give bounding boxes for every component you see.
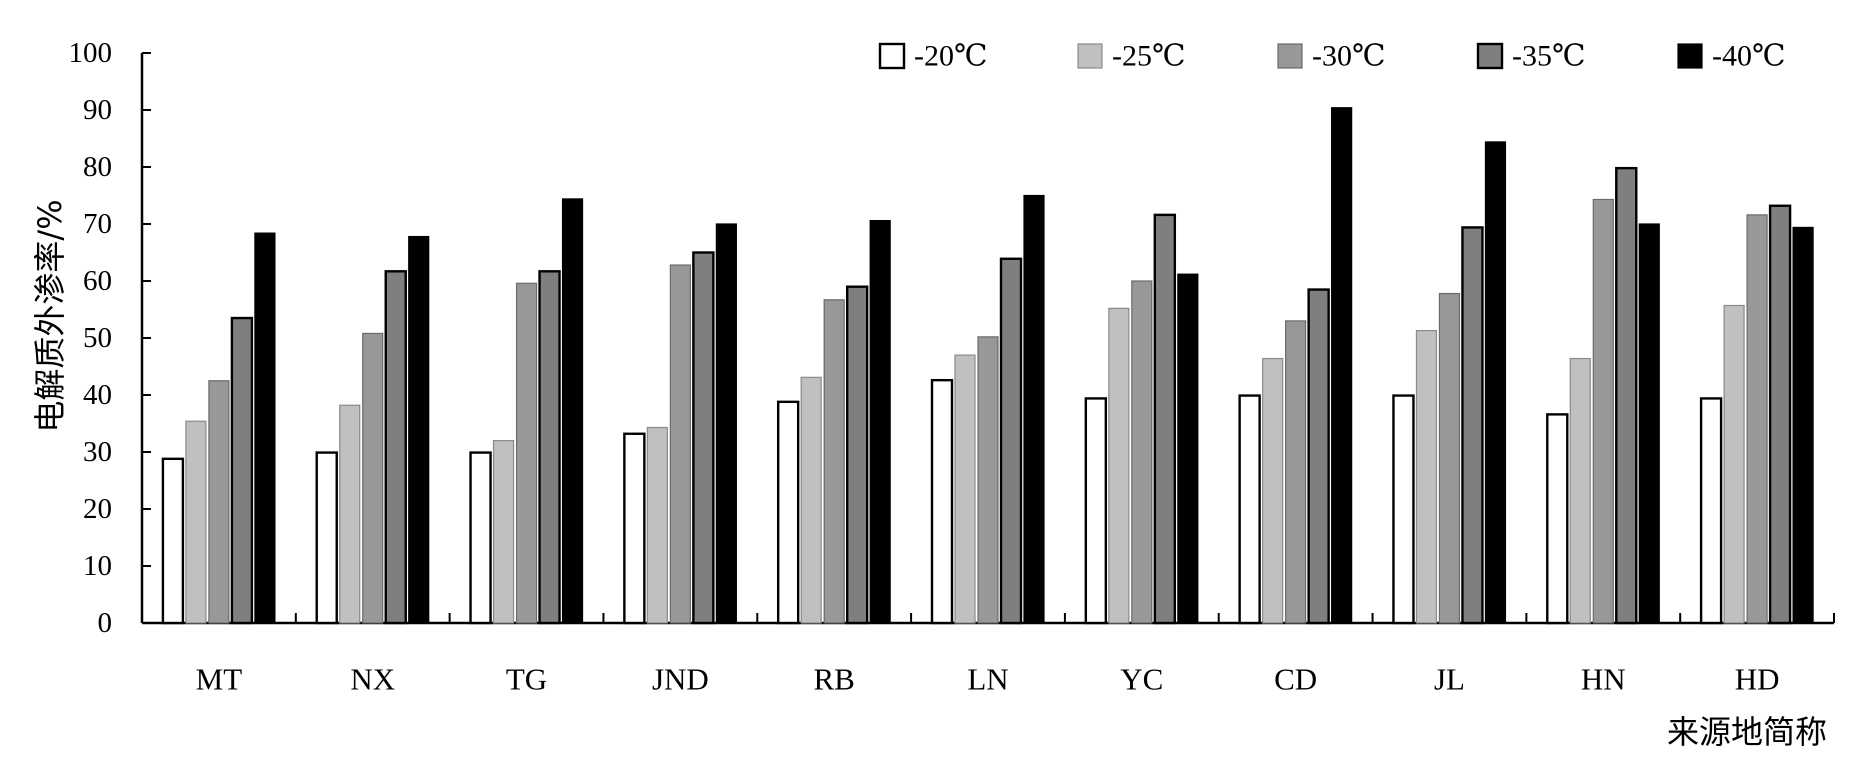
x-category-label: YC: [1120, 662, 1163, 697]
bar-rb-s1: [776, 400, 800, 625]
bar-hd-s3: [1746, 214, 1768, 624]
bar-nx-s2: [339, 404, 361, 624]
bar-rb-s3: [823, 299, 845, 624]
bar-hd-s4: [1768, 204, 1792, 625]
bar-nx-s5: [408, 235, 430, 624]
bar-ln-s3: [977, 336, 999, 624]
x-axis: MT NX TG JND RB LN YC CD JL HN HD: [141, 613, 1835, 697]
y-tick-label: 70: [83, 208, 112, 240]
bar-jl-s5: [1484, 141, 1507, 624]
x-category-label: HN: [1581, 662, 1626, 697]
bar-rb-s5: [869, 219, 891, 624]
bar-jnd-s5: [715, 223, 737, 624]
x-category-label: HD: [1735, 662, 1780, 697]
x-category-label: JL: [1434, 662, 1465, 697]
x-category-label: NX: [350, 662, 395, 697]
bar-tg-s5: [561, 198, 584, 624]
bar-yc-s5: [1177, 273, 1199, 624]
x-category-label: JND: [652, 662, 709, 697]
bar-jl-s1: [1392, 394, 1415, 625]
y-tick-label: 10: [83, 550, 112, 582]
bar-jnd-s2: [646, 426, 668, 624]
bar-mt-s3: [208, 380, 230, 624]
bar-hn-s3: [1592, 198, 1614, 624]
bar-nx-s3: [362, 332, 384, 624]
y-tick-label: 30: [83, 436, 112, 468]
bar-jnd-s4: [692, 251, 715, 625]
y-tick-label: 100: [69, 37, 113, 69]
bar-ln-s5: [1023, 194, 1045, 624]
y-tick-label: 60: [83, 265, 112, 297]
bar-tg-s3: [515, 282, 538, 624]
bar-mt-s1: [161, 457, 185, 625]
bar-yc-s2: [1108, 307, 1130, 624]
x-category-label: RB: [814, 662, 855, 697]
x-axis-title: 来源地简称: [1667, 713, 1827, 751]
bar-ln-s4: [999, 257, 1023, 625]
y-tick-label: 90: [83, 94, 112, 126]
bar-mt-s4: [230, 316, 254, 625]
legend-swatch: [1277, 43, 1303, 69]
bars: [161, 107, 1814, 625]
bar-cd-s3: [1285, 320, 1307, 624]
bar-hn-s5: [1638, 223, 1660, 624]
bar-cd-s4: [1307, 288, 1330, 625]
legend-label: -30℃: [1312, 40, 1386, 73]
x-category-label: CD: [1274, 662, 1317, 697]
legend-swatch: [1476, 42, 1504, 70]
legend-label: -40℃: [1712, 40, 1786, 73]
bar-jl-s2: [1415, 329, 1438, 624]
bar-tg-s1: [469, 451, 492, 625]
y-axis: 0 10 20 30 40 50 60 70 80 90 100: [69, 37, 151, 639]
bar-jnd-s1: [623, 432, 646, 625]
bar-hd-s2: [1723, 304, 1745, 624]
legend-label: -20℃: [914, 40, 988, 73]
bar-tg-s4: [538, 270, 561, 625]
bar-rb-s4: [845, 285, 869, 625]
bar-mt-s2: [185, 420, 207, 624]
bar-hn-s2: [1569, 357, 1591, 624]
y-tick-label: 40: [83, 379, 112, 411]
bar-mt-s5: [254, 232, 276, 624]
legend-label: -25℃: [1112, 40, 1186, 73]
y-tick-label: 50: [83, 322, 112, 354]
bar-tg-s2: [492, 440, 515, 624]
y-axis-title: 电解质外渗率/%: [31, 199, 69, 432]
bar-yc-s4: [1153, 213, 1177, 625]
x-category-label: TG: [506, 662, 547, 697]
y-tick-label: 20: [83, 493, 112, 525]
bar-nx-s4: [384, 270, 407, 625]
bar-ln-s2: [954, 354, 976, 624]
bar-jl-s3: [1438, 292, 1461, 624]
bar-jnd-s3: [669, 264, 691, 624]
bar-hn-s4: [1615, 166, 1638, 625]
bar-nx-s1: [315, 451, 338, 625]
bar-rb-s2: [800, 376, 822, 624]
legend-swatch: [1677, 43, 1703, 69]
bar-hd-s1: [1699, 397, 1723, 625]
legend-swatch: [1077, 43, 1103, 69]
bar-yc-s3: [1131, 280, 1153, 624]
bar-ln-s1: [930, 378, 954, 625]
x-category-label: LN: [967, 662, 1008, 697]
bar-cd-s1: [1238, 394, 1261, 625]
x-category-label: MT: [196, 662, 243, 697]
bar-cd-s2: [1262, 357, 1284, 624]
legend-label: -35℃: [1512, 40, 1586, 73]
bar-yc-s1: [1084, 397, 1108, 625]
y-tick-label: 0: [98, 607, 113, 639]
legend-swatch: [878, 42, 906, 70]
bar-hd-s5: [1792, 226, 1814, 624]
y-tick-label: 80: [83, 151, 112, 183]
bar-hn-s1: [1546, 413, 1569, 625]
bar-jl-s4: [1461, 226, 1484, 625]
bar-cd-s5: [1331, 107, 1353, 624]
legend: -20℃ -25℃ -30℃ -35℃ -40℃: [878, 40, 1786, 73]
